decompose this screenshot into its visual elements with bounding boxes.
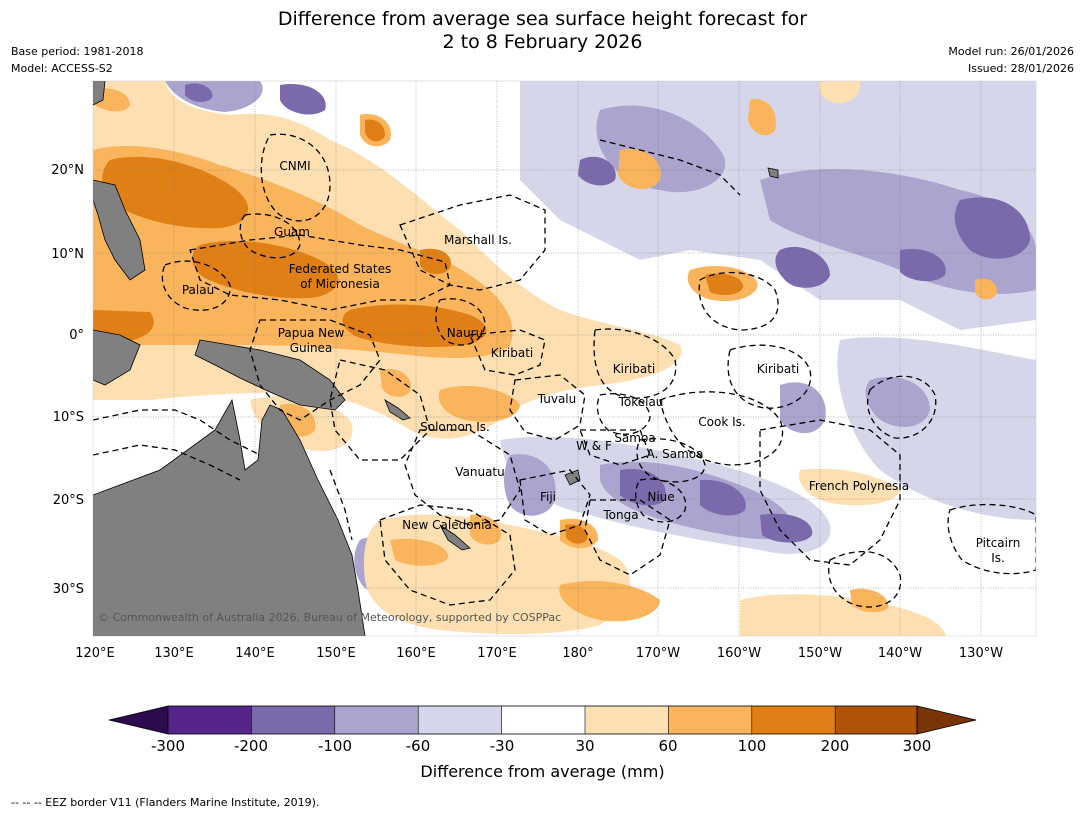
colorbar-segment	[585, 706, 669, 734]
lon-axis-labels: 120°E 130°E 140°E 150°E 160°E 170°E 180°…	[75, 646, 1003, 661]
colorbar-tick: 30	[575, 737, 595, 755]
region-label-palau: Palau	[182, 283, 214, 297]
fiji-landmass	[564, 469, 581, 486]
region-label-nauru: Nauru	[447, 326, 483, 340]
region-label-png-1: Papua New	[278, 326, 345, 340]
region-label-pitcairn-2: Is.	[991, 551, 1005, 565]
anomaly-field: © Commonwealth of Australia 2026, Bureau…	[93, 81, 1036, 636]
lon-label: 160°W	[717, 646, 761, 661]
colorbar-segment	[418, 706, 502, 734]
lat-label: 0°	[69, 328, 84, 343]
meta-left: Base period: 1981-2018 Model: ACCESS-S2	[11, 43, 143, 77]
region-label-tonga: Tonga	[602, 508, 638, 522]
region-label-fsm-2: of Micronesia	[300, 277, 380, 291]
region-label-fsm-1: Federated States	[289, 262, 391, 276]
graticule	[93, 81, 1036, 636]
colorbar-tick: 100	[737, 737, 767, 755]
lon-label: 150°W	[798, 646, 842, 661]
title-line-1: Difference from average sea surface heig…	[277, 8, 808, 30]
solomon-landmass	[384, 399, 411, 421]
region-label-marshall: Marshall Is.	[444, 233, 512, 247]
region-label-guam: Guam	[274, 225, 310, 239]
lon-label: 180°	[562, 646, 593, 661]
region-label-cook: Cook Is.	[698, 415, 745, 429]
colorbar-tick: -200	[233, 737, 269, 755]
lon-label: 140°E	[235, 646, 275, 661]
eez-borders	[93, 133, 1036, 608]
title-line-2: 2 to 8 February 2026	[442, 31, 643, 53]
copyright-notice: © Commonwealth of Australia 2026, Bureau…	[98, 611, 561, 624]
lat-label: 10°S	[53, 410, 84, 425]
lon-label: 130°E	[154, 646, 194, 661]
colorbar-segment	[835, 706, 917, 734]
lat-label: 30°S	[53, 582, 84, 597]
colorbar-tick: -300	[150, 737, 186, 755]
colorbar-tick: 60	[658, 737, 678, 755]
lat-label: 10°N	[51, 247, 84, 262]
new-guinea-landmass	[194, 339, 346, 411]
region-label-asamoa: A. Samoa	[647, 447, 704, 461]
colorbar-title: Difference from average (mm)	[420, 762, 665, 781]
australia-landmass	[93, 398, 366, 636]
lon-label: 120°E	[75, 646, 115, 661]
lon-label: 130°W	[959, 646, 1003, 661]
region-label-samoa: Samoa	[614, 431, 655, 445]
lat-label: 20°N	[51, 163, 84, 178]
colorbar-extend-low	[108, 705, 169, 735]
colorbar-tick: -60	[405, 737, 431, 755]
colorbar-tick: 300	[902, 737, 932, 755]
colorbar-segment	[334, 706, 419, 734]
colorbar-tick: -30	[489, 737, 515, 755]
region-label-kiribati-west: Kiribati	[491, 346, 533, 360]
colorbar-extend-high	[916, 705, 977, 735]
colorbar-segment	[168, 706, 252, 734]
lon-label: 170°E	[477, 646, 517, 661]
region-labels: CNMI Guam Marshall Is. Federated States …	[182, 159, 1020, 565]
model-run: Model run: 26/01/2026	[948, 45, 1074, 58]
region-label-tuvalu: Tuvalu	[537, 392, 577, 406]
lon-label: 170°W	[636, 646, 680, 661]
land	[93, 81, 779, 636]
region-label-wf: W & F	[576, 439, 612, 453]
base-period: Base period: 1981-2018	[11, 45, 144, 58]
region-label-tokelau: Tokelau	[618, 395, 664, 409]
region-label-cnmi: CNMI	[279, 159, 310, 173]
philippines-landmass	[93, 179, 146, 281]
region-label-vanuatu: Vanuatu	[455, 465, 505, 479]
colorbar-segment	[501, 706, 585, 734]
colorbar	[108, 705, 977, 735]
region-label-fiji: Fiji	[540, 490, 556, 504]
lon-label: 140°W	[878, 646, 922, 661]
japan-landmass	[93, 81, 106, 106]
region-label-png-2: Guinea	[290, 341, 333, 355]
hawaii-landmass	[767, 167, 779, 179]
colorbar-segment	[751, 706, 836, 734]
issued-date: Issued: 28/01/2026	[967, 62, 1074, 75]
lon-label: 160°E	[396, 646, 436, 661]
new-caledonia-landmass	[439, 524, 471, 551]
colorbar-segment	[668, 706, 752, 734]
lon-label: 150°E	[316, 646, 356, 661]
region-label-newcal: New Caledonia	[402, 518, 492, 532]
lat-axis-labels: 20°N 10°N 0° 10°S 20°S 30°S	[51, 163, 84, 597]
lat-label: 20°S	[53, 493, 84, 508]
colorbar-tick: 200	[820, 737, 850, 755]
region-label-kiribati-central: Kiribati	[613, 362, 655, 376]
region-label-solomon: Solomon Is.	[420, 420, 490, 434]
chart-title: Difference from average sea surface heig…	[0, 8, 1085, 54]
borneo-sulawesi-landmass	[93, 329, 141, 386]
colorbar-segment	[251, 706, 335, 734]
region-label-kiribati-east: Kiribati	[757, 362, 799, 376]
region-label-niue: Niue	[647, 490, 674, 504]
eez-legend: -- -- -- EEZ border V11 (Flanders Marine…	[11, 796, 320, 809]
region-label-pitcairn-1: Pitcairn	[976, 536, 1021, 550]
meta-right: Model run: 26/01/2026 Issued: 28/01/2026	[948, 43, 1074, 77]
model-name: Model: ACCESS-S2	[11, 62, 113, 75]
colorbar-tick: -100	[317, 737, 353, 755]
region-label-frpoly: French Polynesia	[809, 479, 909, 493]
